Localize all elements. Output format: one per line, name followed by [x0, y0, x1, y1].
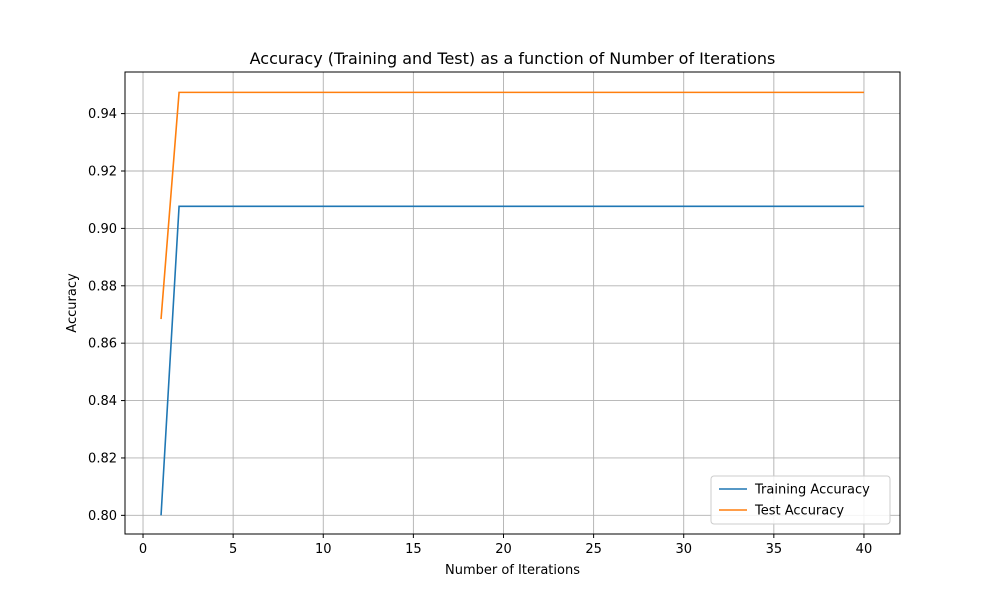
- legend-label: Training Accuracy: [754, 483, 870, 498]
- x-axis-label: Number of Iterations: [445, 563, 580, 578]
- legend-label: Test Accuracy: [754, 504, 844, 519]
- x-tick-label: 40: [856, 542, 873, 557]
- legend: Training Accuracy Test Accuracy: [710, 475, 891, 525]
- y-tick-label: 0.94: [88, 107, 117, 122]
- y-tick-label: 0.80: [88, 509, 117, 524]
- y-tick-label: 0.90: [88, 222, 117, 237]
- x-tick-label: 15: [405, 542, 422, 557]
- y-tick-label: 0.88: [88, 279, 117, 294]
- y-axis-label: Accuracy: [65, 273, 80, 333]
- x-tick-label: 0: [139, 542, 147, 557]
- x-tick-label: 10: [315, 542, 332, 557]
- y-tick-label: 0.92: [88, 165, 117, 180]
- x-tick-label: 35: [766, 542, 783, 557]
- x-tick-label: 25: [585, 542, 602, 557]
- series-line-test-accuracy: [160, 91, 864, 320]
- ticks: 0 5 10 15 20 25 30 35 40 0.80 0.82 0.84 0.86 0.88 0.90…: [88, 107, 872, 557]
- chart-title: Accuracy (Training and Test) as a functi…: [250, 49, 776, 68]
- x-tick-label: 20: [495, 542, 512, 557]
- series-line-training-accuracy: [160, 205, 864, 516]
- y-tick-label: 0.86: [88, 337, 117, 352]
- plot-area: [125, 72, 900, 534]
- legend-box: [710, 475, 891, 525]
- series-lines: [160, 91, 864, 516]
- axes-frame: [124, 71, 901, 535]
- y-tick-label: 0.82: [88, 451, 117, 466]
- x-tick-label: 30: [675, 542, 692, 557]
- y-tick-label: 0.84: [88, 394, 117, 409]
- x-tick-label: 5: [229, 542, 237, 557]
